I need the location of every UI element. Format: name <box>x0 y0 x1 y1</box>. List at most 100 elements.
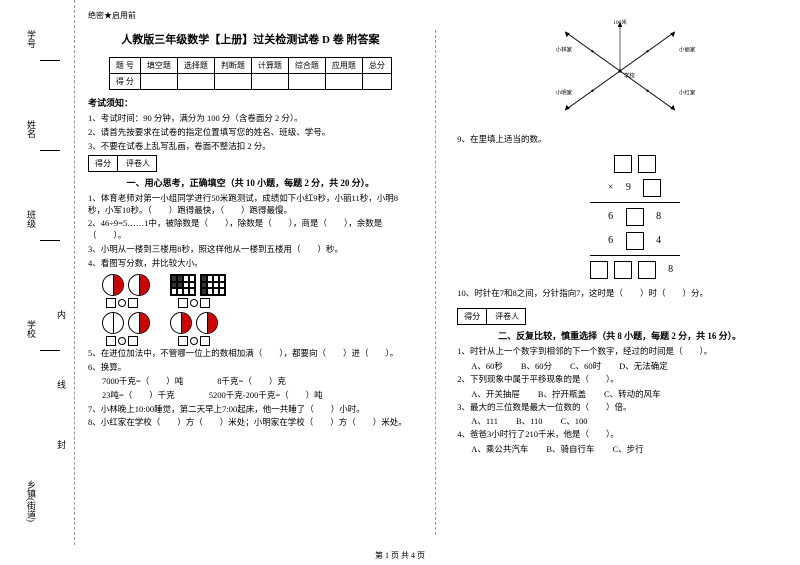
q8: 8、小红家在学校（ ）方（ ）米处；小明家在学校（ ）方（ ）米处。 <box>88 417 413 429</box>
section1-title: 一、用心思考，正确填空（共 10 小题，每题 2 分，共 20 分）。 <box>88 176 413 189</box>
sidebar-feng: 封 <box>55 440 68 449</box>
sidebar-xingming: 姓名 <box>25 120 38 138</box>
opt: A、111 <box>471 415 498 427</box>
s2q3: 3、最大的三位数是最大一位数的（ ）倍。 <box>457 402 782 414</box>
s2q2: 2、下列现象中属于平移现象的是（ ）。 <box>457 374 782 386</box>
q6a: 7000千克=（ ）吨 8千克=（ ）克 <box>88 376 413 388</box>
sidebar-line <box>40 150 60 151</box>
notice-item: 2、请首先按要求在试卷的指定位置填写您的姓名、班级、学号。 <box>88 127 413 139</box>
opt: B、60分 <box>521 360 552 372</box>
notice-title: 考试须知： <box>88 96 413 109</box>
exam-title: 人教版三年级数学【上册】过关检测试卷 D 卷 附答案 <box>88 31 413 47</box>
sidebar-line <box>40 240 60 241</box>
th: 综合题 <box>288 58 325 74</box>
sidebar-xuehao: 学号 <box>25 30 38 48</box>
fraction-compare-row <box>106 336 413 346</box>
blank-box-icon <box>643 179 661 197</box>
s2q3-options: A、111 B、110 C、100 <box>457 415 782 427</box>
circle-fraction-icon <box>128 312 150 334</box>
q9: 9、在里填上适当的数。 <box>457 134 782 146</box>
binding-sidebar: 学号 姓名 班级 内 学校 线 封 乡镇(街道) <box>0 0 75 545</box>
opt: C、步行 <box>613 443 644 455</box>
q2: 2、46÷9=5……1中，被除数是（ ），除数是（ ），商是（ ），余数是（ ）… <box>88 218 413 242</box>
svg-text:小明家: 小明家 <box>555 89 572 97</box>
blank-box-icon <box>638 261 656 279</box>
opt: A、开关抽屉 <box>471 388 520 400</box>
digit: 9 <box>619 182 637 193</box>
circle-fraction-icon <box>196 312 218 334</box>
circle-fraction-icon <box>170 312 192 334</box>
th: 应用题 <box>325 58 362 74</box>
circle-fraction-icon <box>128 274 150 296</box>
q1: 1、体育老师对第一小组同学进行50米跑测试，成绩如下小红9秒，小丽11秒，小明8… <box>88 193 413 217</box>
q7: 7、小林晚上10:00睡觉，第二天早上7:00起床，他一共睡了（ ）小时。 <box>88 404 413 416</box>
section2-title: 二、反复比较，慎重选择（共 8 小题，每题 2 分，共 16 分）。 <box>457 329 782 342</box>
score-label: 得分 <box>458 309 487 324</box>
notice-item: 1、考试时间：90 分钟，满分为 100 分（含卷面分 2 分）。 <box>88 113 413 125</box>
grid-fraction-icon <box>170 274 196 296</box>
right-column: 100米 小丽家 小林家 学校 小明家 小红家 9、在里填上适当的数。 ×9 6… <box>449 10 790 545</box>
left-column: 绝密★启用前 人教版三年级数学【上册】过关检测试卷 D 卷 附答案 题 号 填空… <box>80 10 421 545</box>
q5: 5、在进位加法中，不管哪一位上的数相加满（ ），都要向（ ）进（ ）。 <box>88 348 413 360</box>
th: 题 号 <box>109 58 140 74</box>
s2q1: 1、时针从上一个数字到相邻的下一个数字，经过的时间是（ ）。 <box>457 346 782 358</box>
opt: D、无法确定 <box>619 360 668 372</box>
digit: 8 <box>662 264 680 275</box>
blank-box-icon <box>590 261 608 279</box>
rule-line <box>590 202 680 203</box>
opt: B、拧开瓶盖 <box>538 388 586 400</box>
opt: A、60秒 <box>471 360 503 372</box>
digit: 6 <box>602 235 620 246</box>
svg-text:小红家: 小红家 <box>679 89 696 97</box>
digit: 4 <box>650 235 668 246</box>
notice-item: 3、不要在试卷上乱写乱画，卷面不整洁扣 2 分。 <box>88 141 413 153</box>
blank-box-icon <box>638 155 656 173</box>
s2q4-options: A、乘公共汽车 B、骑自行车 C、步行 <box>457 443 782 455</box>
s2q4: 4、爸爸3小时行了210千米，他是（ ）。 <box>457 429 782 441</box>
opt: A、乘公共汽车 <box>471 443 528 455</box>
secret-label: 绝密★启用前 <box>88 10 413 21</box>
th: 总分 <box>362 58 391 74</box>
shapes-row-2 <box>102 312 413 334</box>
s2q2-options: A、开关抽屉 B、拧开瓶盖 C、转动的风车 <box>457 388 782 400</box>
blank-box-icon <box>626 232 644 250</box>
th: 计算题 <box>251 58 288 74</box>
direction-diagram: 100米 小丽家 小林家 学校 小明家 小红家 <box>457 16 782 128</box>
q4: 4、看图写分数，并比较大小。 <box>88 258 413 270</box>
digit: 8 <box>650 211 668 222</box>
blank-box-icon <box>614 261 632 279</box>
td: 得 分 <box>109 74 140 90</box>
score-table: 题 号 填空题 选择题 判断题 计算题 综合题 应用题 总分 得 分 <box>109 57 392 90</box>
q10: 10、时针在7和8之间，分针指向7，这时是（ ）时（ ）分。 <box>457 288 782 300</box>
digit: 6 <box>602 211 620 222</box>
score-mini-box: 得分 评卷人 <box>88 155 157 172</box>
sidebar-banji: 班级 <box>25 210 38 228</box>
sidebar-line <box>40 350 60 351</box>
s2q1-options: A、60秒 B、60分 C、60时 D、无法确定 <box>457 360 782 372</box>
score-mini-box: 得分 评卷人 <box>457 308 526 325</box>
column-divider <box>435 30 436 535</box>
circle-fraction-icon <box>102 274 124 296</box>
sidebar-xian: 线 <box>55 380 68 389</box>
score-label: 得分 <box>89 156 118 171</box>
grader-label: 评卷人 <box>120 156 156 171</box>
q6: 6、换算。 <box>88 362 413 374</box>
sidebar-xiangzhen: 乡镇(街道) <box>25 480 38 522</box>
svg-text:学校: 学校 <box>624 71 636 79</box>
q6b: 23吨=（ ）千克 5200千克-200千克=（ ）吨 <box>88 390 413 402</box>
opt: B、骑自行车 <box>546 443 594 455</box>
opt: C、60时 <box>570 360 601 372</box>
th: 选择题 <box>177 58 214 74</box>
page-footer: 第 1 页 共 4 页 <box>0 550 800 561</box>
blank-box-icon <box>614 155 632 173</box>
sidebar-line <box>40 60 60 61</box>
sidebar-xuexiao: 学校 <box>25 320 38 338</box>
q3: 3、小明从一楼到三楼用8秒，照这样他从一楼到五楼用（ ）秒。 <box>88 244 413 256</box>
grid-fraction-icon <box>200 274 226 296</box>
shapes-row-1 <box>102 274 413 296</box>
sidebar-nei: 内 <box>55 310 68 319</box>
opt: C、转动的风车 <box>604 388 661 400</box>
circle-fraction-icon <box>102 312 124 334</box>
fraction-compare-row <box>106 298 413 308</box>
page-content: 绝密★启用前 人教版三年级数学【上册】过关检测试卷 D 卷 附答案 题 号 填空… <box>80 10 790 545</box>
